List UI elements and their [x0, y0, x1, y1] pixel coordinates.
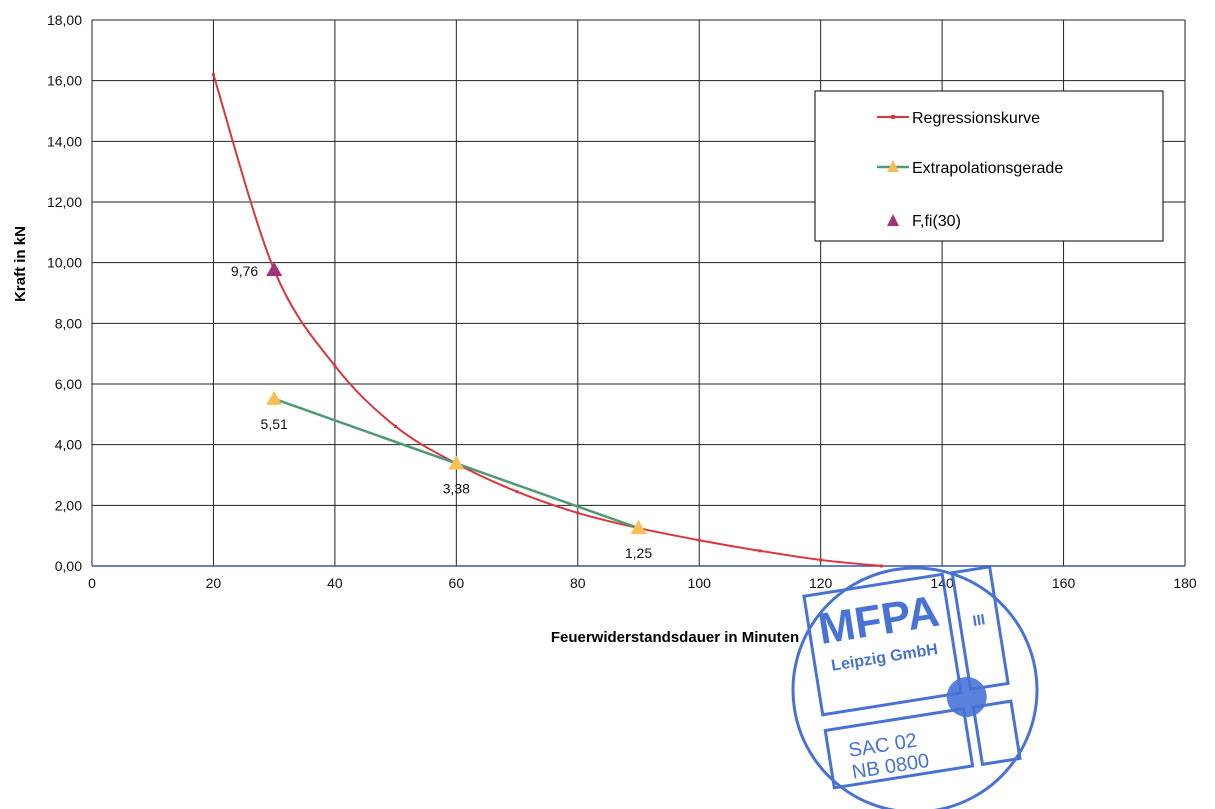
regression-point	[394, 424, 398, 428]
y-tick-label: 6,00	[55, 376, 82, 392]
y-tick-label: 18,00	[47, 12, 82, 28]
y-tick-label: 14,00	[47, 133, 82, 149]
y-tick-label: 4,00	[55, 437, 82, 453]
regression-point	[211, 73, 215, 77]
extrapolation-point	[630, 520, 647, 535]
grid	[91, 19, 1186, 567]
y-tick-label: 12,00	[47, 194, 82, 210]
series-layer	[211, 73, 883, 568]
legend-marker-extrapolation	[887, 160, 899, 172]
regression-point	[697, 538, 701, 542]
y-tick-label: 0,00	[55, 558, 82, 574]
legend-label-regression: Regressionskurve	[912, 110, 1040, 127]
regression-point	[758, 549, 762, 553]
regression-point	[515, 490, 519, 494]
legend-label-ffi30: F,fi(30)	[912, 213, 961, 230]
x-tick-label: 160	[1052, 575, 1076, 591]
x-tick-label: 40	[327, 575, 343, 591]
x-axis-title: Feuerwiderstandsdauer in Minuten	[551, 629, 799, 646]
y-tick-label: 10,00	[47, 255, 82, 271]
y-tick-label: 2,00	[55, 497, 82, 513]
svg-text:III: III	[971, 611, 986, 630]
x-tick-label: 20	[206, 575, 222, 591]
regression-point	[819, 558, 823, 562]
x-tick-label: 0	[88, 575, 96, 591]
legend: Regressionskurve Extrapolationsgerade F,…	[814, 90, 1164, 242]
legend-label-extrapolation: Extrapolationsgerade	[912, 160, 1063, 177]
y-axis-title: Kraft in kN	[12, 226, 29, 302]
data-label-extrapolation: 5,51	[261, 416, 288, 432]
legend-marker-ffi30	[887, 214, 899, 226]
legend-box	[814, 90, 1164, 242]
x-tick-label: 120	[809, 575, 833, 591]
extrapolation-point	[266, 390, 283, 405]
data-label-extrapolation: 3,38	[443, 480, 470, 496]
ffi30-point	[266, 261, 283, 276]
regression-point	[879, 564, 883, 568]
regression-point	[333, 364, 337, 368]
tick-labels: 0,00 2,00 4,00 6,00 8,00 10,00 12,00 14,00 16,00…	[47, 12, 1197, 591]
data-labels: 5,51 3,38 1,25 9,76	[231, 263, 652, 561]
regression-point	[576, 511, 580, 515]
data-label-ffi30: 9,76	[231, 263, 258, 279]
stamp-seal: MFPA Leipzig GmbH III SAC 02 NB 0800	[791, 565, 1039, 809]
legend-marker-regression	[891, 115, 895, 119]
y-tick-label: 16,00	[47, 73, 82, 89]
data-label-extrapolation: 1,25	[625, 545, 652, 561]
extrapolation-point	[448, 455, 465, 470]
y-tick-label: 8,00	[55, 315, 82, 331]
x-tick-label: 100	[688, 575, 712, 591]
x-tick-label: 60	[449, 575, 465, 591]
x-tick-label: 180	[1173, 575, 1197, 591]
x-tick-label: 80	[570, 575, 586, 591]
